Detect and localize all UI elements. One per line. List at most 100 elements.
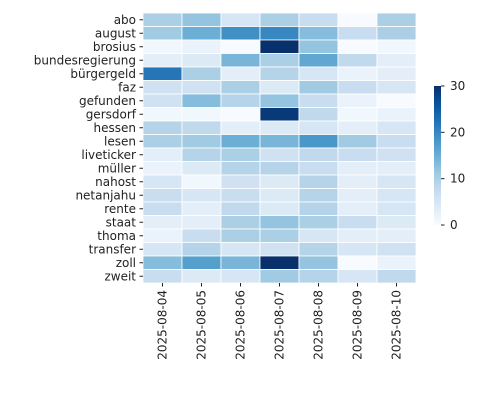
heatmap-cell [142, 53, 183, 68]
y-tick-label: gersdorf [86, 107, 137, 121]
y-tick-label: transfer [89, 242, 136, 256]
y-tick-label: hessen [94, 121, 136, 135]
heatmap-cell [181, 107, 222, 122]
heatmap-cell [259, 255, 300, 270]
heatmap-cell [142, 12, 183, 27]
heatmap-cell [376, 242, 417, 257]
x-tick-label: 2025-08-07 [273, 290, 287, 360]
heatmap-cell [337, 26, 378, 41]
y-tick-label: lesen [104, 134, 136, 148]
heatmap-cell [142, 93, 183, 108]
heatmap-cell [181, 93, 222, 108]
heatmap-cell [337, 53, 378, 68]
heatmap-cell [376, 53, 417, 68]
colorbar [434, 86, 441, 225]
y-tick-label: müller [98, 161, 136, 175]
colorbar-tick-label: 20 [450, 125, 465, 139]
heatmap-cell [298, 242, 339, 257]
heatmap-cell [298, 120, 339, 135]
colorbar-tick-label: 30 [450, 79, 465, 93]
heatmap-cell [142, 255, 183, 270]
heatmap-cell [337, 188, 378, 203]
heatmap-cell [220, 188, 261, 203]
heatmap-cell [298, 161, 339, 176]
heatmap-cell [376, 39, 417, 54]
heatmap-cell [376, 134, 417, 149]
heatmap-cell [298, 93, 339, 108]
heatmap-cell [298, 215, 339, 230]
colorbar-tick-label: 10 [450, 172, 465, 186]
heatmap-cell [298, 201, 339, 216]
heatmap-cell [220, 134, 261, 149]
heatmap-cell [259, 147, 300, 162]
heatmap-cell [181, 188, 222, 203]
heatmap-cell [220, 161, 261, 176]
heatmap-cell [142, 26, 183, 41]
y-tick-label: rente [104, 202, 136, 216]
heatmap-cell [220, 80, 261, 95]
heatmap-cell [220, 228, 261, 243]
heatmap-cell [376, 269, 417, 284]
heatmap-cell [181, 39, 222, 54]
heatmap-cell [142, 269, 183, 284]
heatmap-cell [220, 66, 261, 81]
y-tick-label: nahost [95, 175, 136, 189]
heatmap-cell [181, 80, 222, 95]
heatmap-cell [337, 201, 378, 216]
heatmap-cell [298, 255, 339, 270]
x-tick-label: 2025-08-09 [351, 290, 365, 360]
heatmap-cell [376, 120, 417, 135]
heatmap-cell [376, 201, 417, 216]
heatmap-cell [142, 215, 183, 230]
x-tick-label: 2025-08-05 [195, 290, 209, 360]
heatmap-cell [376, 215, 417, 230]
heatmap-cell [220, 93, 261, 108]
heatmap-cell [142, 134, 183, 149]
heatmap-cell [376, 80, 417, 95]
heatmap-cell [376, 26, 417, 41]
y-tick-label: faz [118, 80, 136, 94]
heatmap-cell [259, 161, 300, 176]
heatmap-cell [337, 134, 378, 149]
heatmap-cell [181, 134, 222, 149]
heatmap-cell [259, 174, 300, 189]
heatmap-cell [181, 228, 222, 243]
heatmap-cell [298, 53, 339, 68]
heatmap-cell [259, 120, 300, 135]
heatmap-cell [220, 147, 261, 162]
y-tick-label: liveticker [81, 148, 136, 162]
heatmap-cell [298, 174, 339, 189]
heatmap-cell [376, 255, 417, 270]
heatmap-cell [220, 12, 261, 27]
heatmap-cell [181, 12, 222, 27]
heatmap-cell [220, 39, 261, 54]
heatmap-cell [181, 26, 222, 41]
heatmap-cell [376, 107, 417, 122]
heatmap-cell [142, 120, 183, 135]
y-tick-label: zoll [116, 256, 136, 270]
heatmap-cell [142, 188, 183, 203]
heatmap-cell [220, 53, 261, 68]
heatmap-cell [298, 228, 339, 243]
y-tick-label: august [95, 26, 136, 40]
x-tick-label: 2025-08-08 [312, 290, 326, 360]
heatmap-cell [259, 39, 300, 54]
heatmap-cell [220, 26, 261, 41]
heatmap-cell [142, 161, 183, 176]
heatmap-cell [220, 201, 261, 216]
heatmap-cell [298, 80, 339, 95]
heatmap-cell [259, 93, 300, 108]
heatmap-cell [142, 66, 183, 81]
y-tick-label: thoma [97, 229, 136, 243]
heatmap-cell [337, 242, 378, 257]
heatmap-cell [337, 161, 378, 176]
heatmap-cell [337, 66, 378, 81]
heatmap-cell [337, 93, 378, 108]
heatmap-cell [298, 134, 339, 149]
heatmap-cell [181, 255, 222, 270]
heatmap-cell [337, 215, 378, 230]
heatmap-cell [337, 107, 378, 122]
y-tick-label: bundesregierung [34, 53, 136, 67]
heatmap-cell [181, 147, 222, 162]
